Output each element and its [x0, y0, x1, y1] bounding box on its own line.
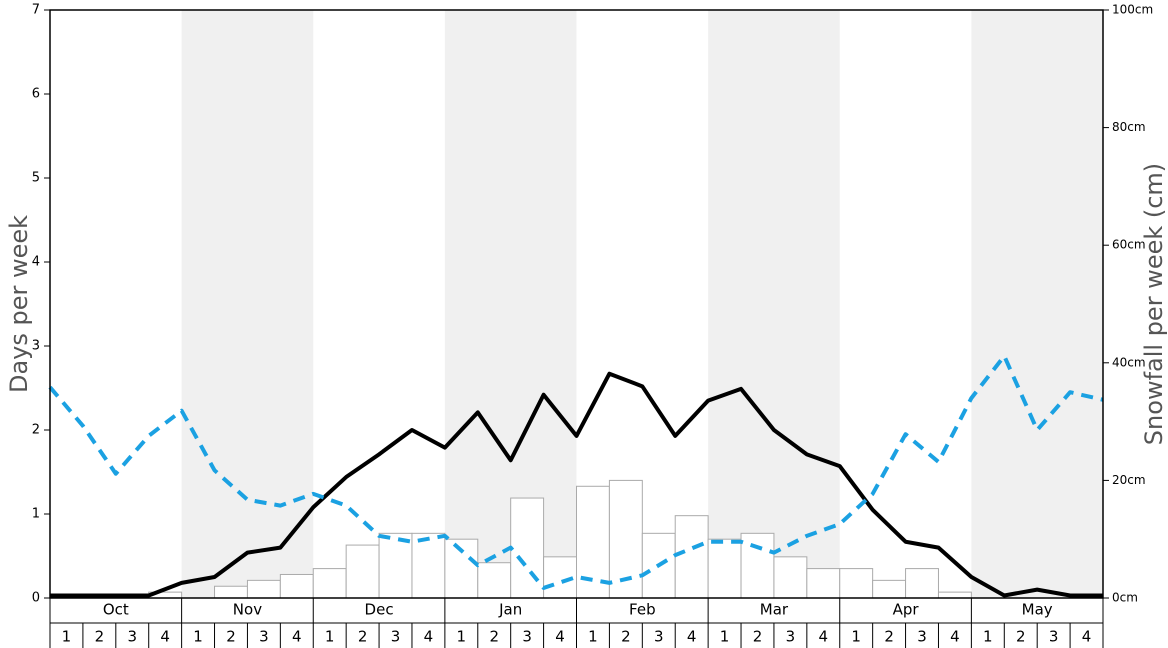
line — [50, 371, 1103, 598]
y2-tick-label: 0cm — [1112, 591, 1138, 605]
week-label: 2 — [489, 628, 499, 646]
week-label: 1 — [457, 628, 467, 646]
y-tick-label: 4 — [32, 255, 40, 270]
week-label: 2 — [226, 628, 236, 646]
bar — [312, 568, 347, 599]
month-shade — [708, 10, 840, 598]
week-label: 4 — [1082, 628, 1092, 646]
week-label: 3 — [917, 628, 927, 646]
month-label: Apr — [893, 601, 920, 619]
week-label: 3 — [786, 628, 796, 646]
bar — [740, 532, 775, 599]
month-shade — [181, 10, 314, 598]
week-label: 4 — [160, 628, 170, 646]
week-label: 1 — [851, 628, 861, 646]
y2-tick-label: 40cm — [1112, 355, 1146, 369]
week-label: 4 — [424, 628, 434, 646]
y-tick-label: 5 — [32, 171, 40, 186]
week-label: 4 — [555, 628, 565, 646]
week-label: 3 — [654, 628, 664, 646]
week-label: 3 — [391, 628, 401, 646]
month-label: Feb — [629, 601, 656, 619]
y-tick-label: 2 — [32, 423, 40, 438]
week-label: 2 — [753, 628, 763, 646]
week-label: 4 — [292, 628, 302, 646]
week-label: 4 — [687, 628, 697, 646]
bar — [937, 591, 972, 599]
week-label: 2 — [95, 628, 105, 646]
week-label: 2 — [358, 628, 368, 646]
bar — [839, 568, 874, 599]
bar — [411, 532, 446, 599]
bar — [246, 579, 281, 599]
month-label: Jan — [498, 601, 522, 619]
week-label: 3 — [259, 628, 269, 646]
line — [48, 354, 1104, 590]
y2-tick-label: 80cm — [1112, 120, 1146, 134]
y-tick-label: 1 — [32, 507, 40, 522]
month-label: Mar — [760, 601, 789, 619]
bar — [510, 497, 545, 599]
y-tick-label: 6 — [32, 87, 40, 102]
y2-axis-title: Snowfall per week (cm) — [1140, 163, 1168, 445]
background — [181, 10, 1103, 598]
week-label: 1 — [325, 628, 335, 646]
y-tick-label: 7 — [32, 3, 40, 18]
week-label: 3 — [522, 628, 532, 646]
week-label: 3 — [127, 628, 137, 646]
week-label: 1 — [62, 628, 72, 646]
week-label: 1 — [983, 628, 993, 646]
week-label: 1 — [588, 628, 598, 646]
week-label: 1 — [720, 628, 730, 646]
bar — [674, 515, 709, 599]
bar — [707, 538, 742, 599]
bar — [872, 579, 907, 599]
month-label: May — [1022, 601, 1053, 619]
week-label: 2 — [884, 628, 894, 646]
bar — [806, 568, 841, 599]
bar — [378, 532, 413, 599]
week-label: 1 — [193, 628, 203, 646]
bar — [345, 544, 380, 599]
y2-tick-label: 20cm — [1112, 473, 1146, 487]
week-label: 4 — [819, 628, 829, 646]
y-tick-label: 3 — [32, 339, 40, 354]
bar — [773, 556, 808, 599]
month-label: Oct — [103, 601, 129, 619]
bar — [477, 562, 512, 599]
week-label: 4 — [950, 628, 960, 646]
y-tick-label: 0 — [32, 591, 40, 606]
bar — [279, 573, 314, 599]
y2-tick-label: 60cm — [1112, 238, 1146, 252]
month-label: Nov — [233, 601, 262, 619]
month-label: Dec — [365, 601, 394, 619]
y-axis-title: Days per week — [5, 215, 33, 393]
month-shade — [971, 10, 1103, 598]
bar — [214, 585, 248, 599]
week-label: 2 — [621, 628, 631, 646]
y2-tick-label: 100cm — [1112, 3, 1153, 17]
week-label: 2 — [1016, 628, 1026, 646]
week-label: 3 — [1049, 628, 1059, 646]
bar — [905, 568, 939, 599]
